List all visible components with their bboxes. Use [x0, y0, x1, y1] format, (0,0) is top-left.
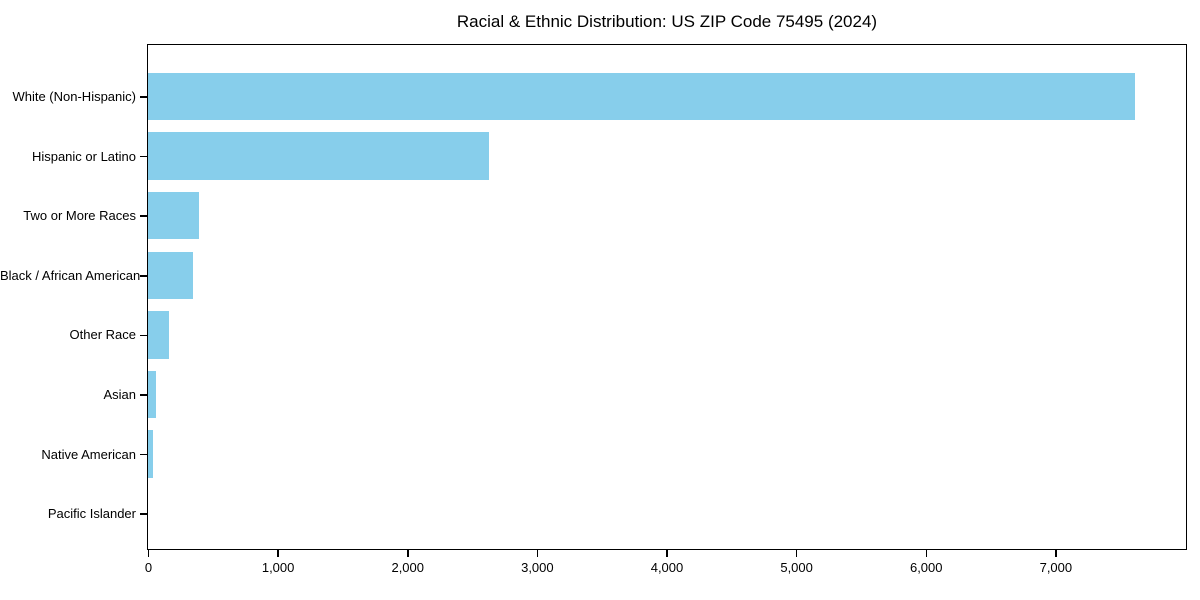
x-tick-mark [536, 550, 539, 557]
y-tick-label: Pacific Islander [47, 506, 136, 522]
y-tick-mark [140, 155, 147, 158]
x-tick-mark [1055, 550, 1057, 557]
y-tick-mark [140, 215, 147, 217]
y-tick-label: Black / African American [0, 267, 141, 283]
x-tick-mark [277, 550, 279, 557]
bar [148, 370, 156, 419]
y-tick-mark [140, 513, 147, 515]
y-tick-label: Other Race [69, 327, 136, 343]
x-tick-label: 2,000 [391, 560, 425, 575]
x-tick-label: 7,000 [1039, 560, 1073, 575]
y-tick-label: Hispanic or Latino [31, 148, 136, 164]
bar [148, 132, 489, 180]
y-tick-mark [140, 96, 147, 98]
y-tick-label: Asian [103, 387, 136, 402]
plot-area [147, 44, 1187, 550]
y-tick-label: Two or More Races [23, 208, 136, 224]
y-tick-label: White (Non-Hispanic) [12, 89, 136, 104]
bar [148, 72, 1136, 121]
y-tick-mark [140, 334, 147, 337]
bar [148, 251, 193, 300]
x-tick-label: 0 [144, 560, 153, 575]
bar [148, 191, 199, 240]
x-tick-mark [666, 550, 668, 557]
y-tick-mark [140, 453, 147, 456]
bar [148, 430, 154, 478]
x-tick-mark [407, 550, 409, 557]
x-tick-label: 3,000 [521, 560, 554, 575]
bar [148, 311, 169, 359]
chart-title: Racial & Ethnic Distribution: US ZIP Cod… [456, 12, 878, 31]
x-tick-label: 4,000 [650, 560, 684, 575]
x-tick-mark [925, 550, 927, 557]
x-tick-label: 6,000 [909, 560, 943, 575]
x-tick-label: 1,000 [261, 560, 295, 575]
x-tick-mark [147, 550, 150, 557]
y-tick-mark [140, 394, 147, 396]
x-tick-label: 5,000 [780, 560, 813, 575]
y-tick-mark [140, 275, 147, 277]
x-tick-mark [795, 550, 798, 557]
y-tick-label: Native American [41, 446, 136, 462]
